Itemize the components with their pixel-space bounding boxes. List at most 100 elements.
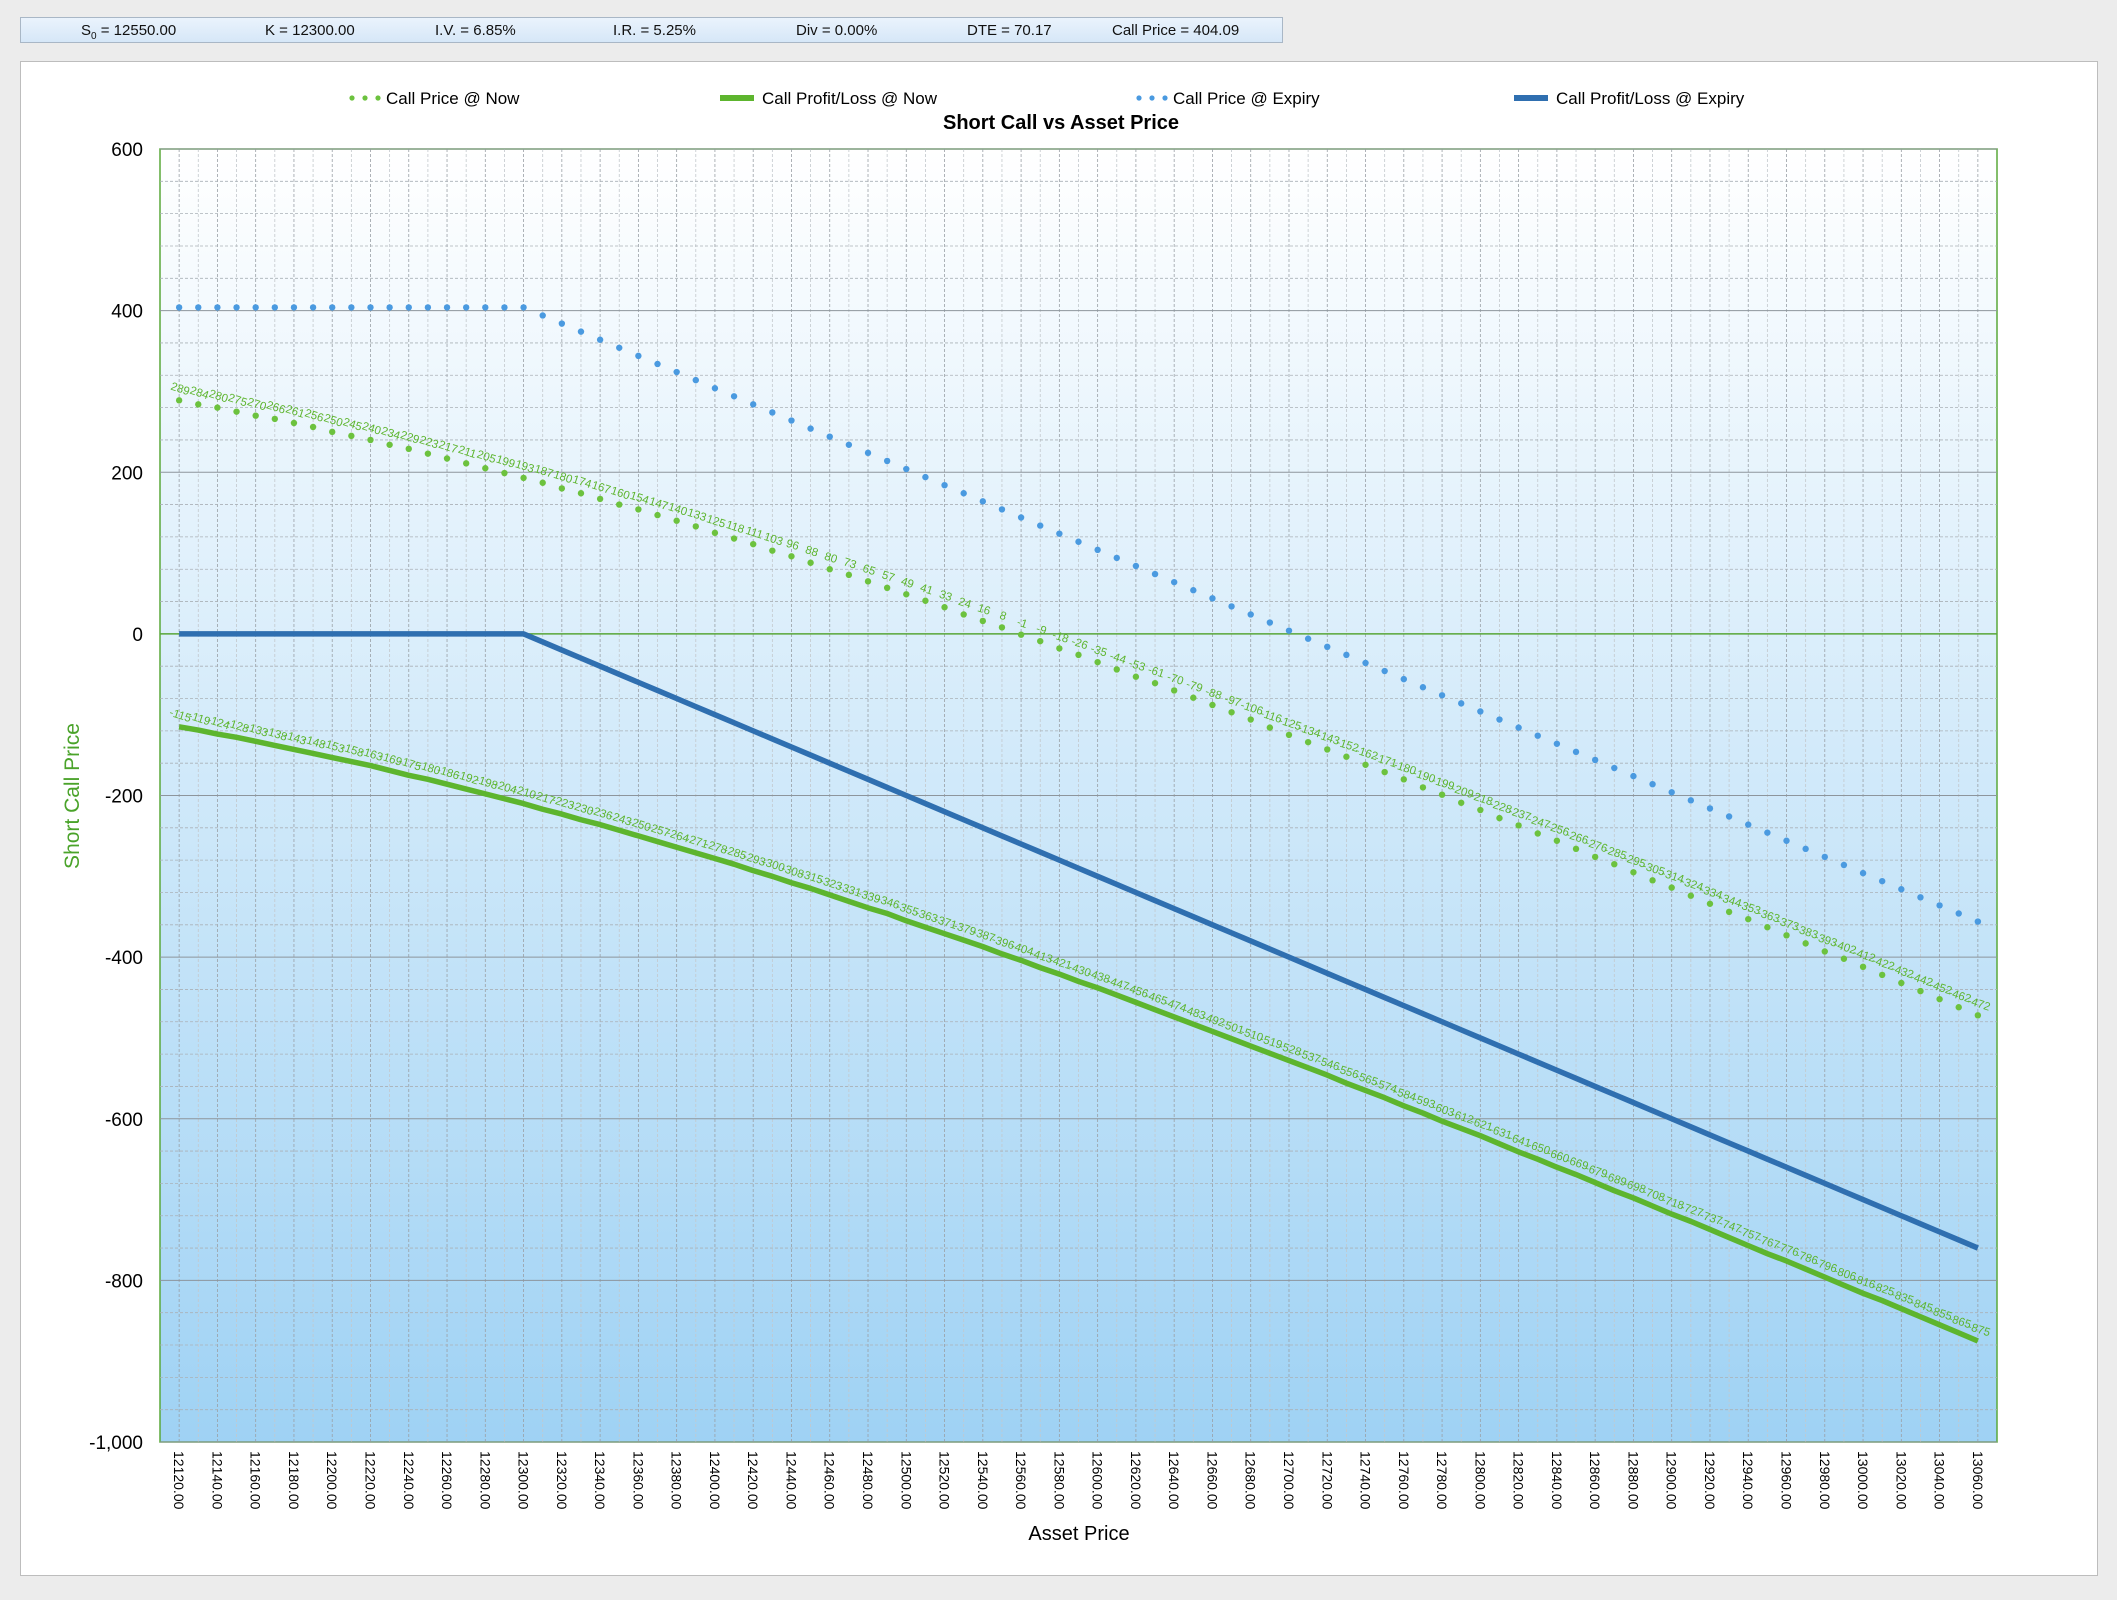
series-point <box>520 304 527 311</box>
param-s0: S0 = 12550.00 <box>81 22 176 42</box>
x-tick-label: 12820.00 <box>1511 1451 1527 1510</box>
series-point <box>1496 716 1503 723</box>
series-point <box>214 304 221 311</box>
data-label: 125 <box>705 513 727 530</box>
series-point <box>1783 837 1790 844</box>
y-tick-label: 600 <box>111 140 143 161</box>
series-point <box>749 401 757 408</box>
param-days-to-expiry: DTE = 70.17 <box>967 22 1052 39</box>
series-point <box>941 481 948 489</box>
series-point <box>214 404 221 411</box>
data-label: 88 <box>804 544 820 559</box>
data-label: 211 <box>457 444 478 461</box>
series-point <box>1630 772 1637 780</box>
series-point <box>1438 692 1446 699</box>
series-point <box>635 352 642 360</box>
param-strike: K = 12300.00 <box>265 22 355 39</box>
data-label: -70 <box>1165 671 1185 688</box>
x-tick-label: 12380.00 <box>669 1451 685 1510</box>
series-point <box>1917 987 1924 995</box>
series-point <box>1687 892 1695 899</box>
data-label: 187 <box>533 463 555 480</box>
y-tick-label: 0 <box>132 625 143 646</box>
series-point <box>749 540 757 548</box>
series-point <box>922 473 929 481</box>
legend-item-0: Call Price @ Now <box>349 89 520 108</box>
series-point <box>960 611 967 618</box>
data-label: 266 <box>265 399 287 416</box>
x-tick-label: 12680.00 <box>1243 1451 1259 1510</box>
data-label: -97 <box>1223 693 1243 710</box>
data-label: 167 <box>590 479 612 496</box>
series-point <box>1936 902 1943 909</box>
series-point <box>1840 955 1848 962</box>
x-tick-label: 12480.00 <box>860 1451 876 1510</box>
series-point <box>1209 595 1216 602</box>
x-tick-label: 13060.00 <box>1970 1451 1986 1510</box>
data-label: 147 <box>647 496 669 513</box>
series-point <box>1438 791 1446 798</box>
series-point <box>1343 753 1350 760</box>
series-point <box>654 511 661 519</box>
series-point <box>1955 910 1962 917</box>
series-point <box>1477 708 1484 715</box>
series-point <box>405 445 412 453</box>
series-point <box>1094 658 1101 666</box>
series-point <box>864 449 872 457</box>
x-tick-label: 12640.00 <box>1166 1451 1182 1510</box>
data-label: 199 <box>494 454 516 471</box>
y-tick-label: 400 <box>111 302 143 323</box>
series-point <box>788 553 795 560</box>
series-point <box>348 432 355 440</box>
data-label: 24 <box>957 596 973 612</box>
data-label: 270 <box>246 396 268 413</box>
series-point <box>1228 603 1235 610</box>
series-point <box>1037 522 1044 529</box>
x-tick-label: 12960.00 <box>1779 1451 1795 1510</box>
param-s0-value: = 12550.00 <box>96 22 177 39</box>
series-point <box>616 344 623 351</box>
series-point <box>271 415 279 423</box>
series-point <box>1668 789 1675 796</box>
series-point <box>845 571 853 579</box>
data-label: 96 <box>784 538 800 553</box>
series-point <box>1170 578 1178 586</box>
series-point <box>845 441 853 448</box>
x-tick-label: 12780.00 <box>1434 1451 1450 1510</box>
series-point <box>1745 915 1752 923</box>
series <box>175 304 1982 1344</box>
param-implied-volatility: I.V. = 6.85% <box>435 22 516 39</box>
data-label: 154 <box>628 490 651 508</box>
data-label: 223 <box>418 434 440 451</box>
data-label: 103 <box>762 531 784 548</box>
x-tick-label: 12360.00 <box>630 1451 646 1510</box>
series-point <box>979 498 987 505</box>
param-s0-subscript: 0 <box>91 31 97 42</box>
series-point <box>1553 740 1561 747</box>
data-label: 240 <box>360 420 382 437</box>
series-point <box>769 547 776 554</box>
x-tick-label: 12560.00 <box>1013 1451 1029 1510</box>
data-label: 229 <box>399 429 421 446</box>
series-point <box>252 304 259 311</box>
series-point <box>309 423 317 431</box>
series-point <box>405 304 412 311</box>
series-point <box>539 312 546 319</box>
x-tick-label: 12840.00 <box>1549 1451 1565 1510</box>
x-tick-label: 12600.00 <box>1090 1451 1106 1510</box>
series-point <box>1515 822 1522 829</box>
series-point <box>922 597 929 604</box>
data-label: 261 <box>284 403 306 420</box>
data-label: -61 <box>1146 664 1166 681</box>
data-label: 180 <box>552 469 574 486</box>
series-point <box>233 408 240 415</box>
data-label: 111 <box>744 525 764 542</box>
series-point <box>329 428 336 436</box>
data-label: 280 <box>207 388 229 405</box>
series-point <box>501 469 508 477</box>
x-tick-label: 12240.00 <box>401 1451 417 1510</box>
series-point <box>1056 530 1063 537</box>
series-point <box>1783 932 1790 939</box>
legend-label: Call Profit/Loss @ Expiry <box>1556 89 1745 108</box>
series-3 <box>179 631 1979 1251</box>
